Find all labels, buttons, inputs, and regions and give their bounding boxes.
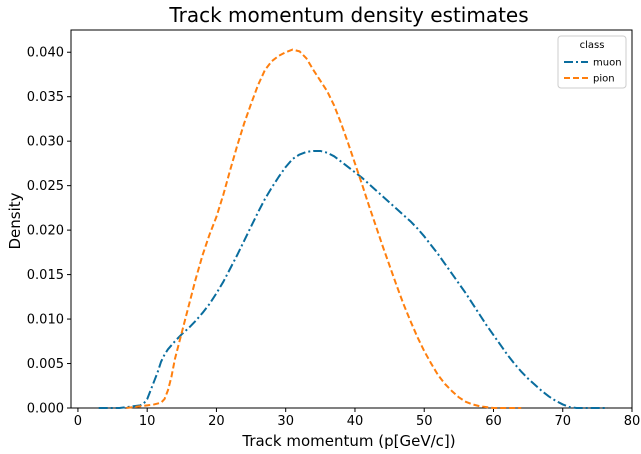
series-line-pion [126,48,522,409]
y-tick-label: 0.000 [27,402,64,417]
chart-title: Track momentum density estimates [168,3,528,27]
y-tick-label: 0.020 [27,224,64,239]
x-tick-label: 10 [139,414,156,429]
y-tick-label: 0.005 [27,357,64,372]
y-tick-label: 0.010 [27,313,64,328]
x-tick-label: 70 [554,414,571,429]
x-tick-label: 30 [277,414,294,429]
plot-frame [70,29,633,409]
y-tick-label: 0.030 [27,135,64,150]
y-tick-label: 0.040 [27,46,64,61]
series-line-muon [98,149,608,409]
y-tick-label: 0.015 [27,268,64,283]
legend-label-pion: pion [593,74,615,85]
x-tick-label: 50 [416,414,433,429]
x-tick-label: 0 [74,414,82,429]
plot-area [70,29,633,409]
y-tick-label: 0.025 [27,179,64,194]
y-axis: 0.000 0.005 0.010 0.015 0.020 0.025 0.030 0.035… [27,46,71,417]
x-tick-label: 60 [485,414,502,429]
legend-box [557,35,627,89]
x-axis: 0 10 20 30 40 50 60 70 80 [74,408,640,429]
legend: class muon pion [557,35,627,89]
series-layer [98,48,608,409]
x-axis-label: Track momentum (p[GeV/c]) [241,432,455,450]
x-tick-label: 80 [624,414,641,429]
legend-label-muon: muon [593,58,622,69]
y-axis-label: Density [6,192,24,249]
x-tick-label: 40 [347,414,364,429]
legend-title: class [580,40,605,51]
x-tick-label: 20 [208,414,225,429]
y-tick-label: 0.035 [27,90,64,105]
